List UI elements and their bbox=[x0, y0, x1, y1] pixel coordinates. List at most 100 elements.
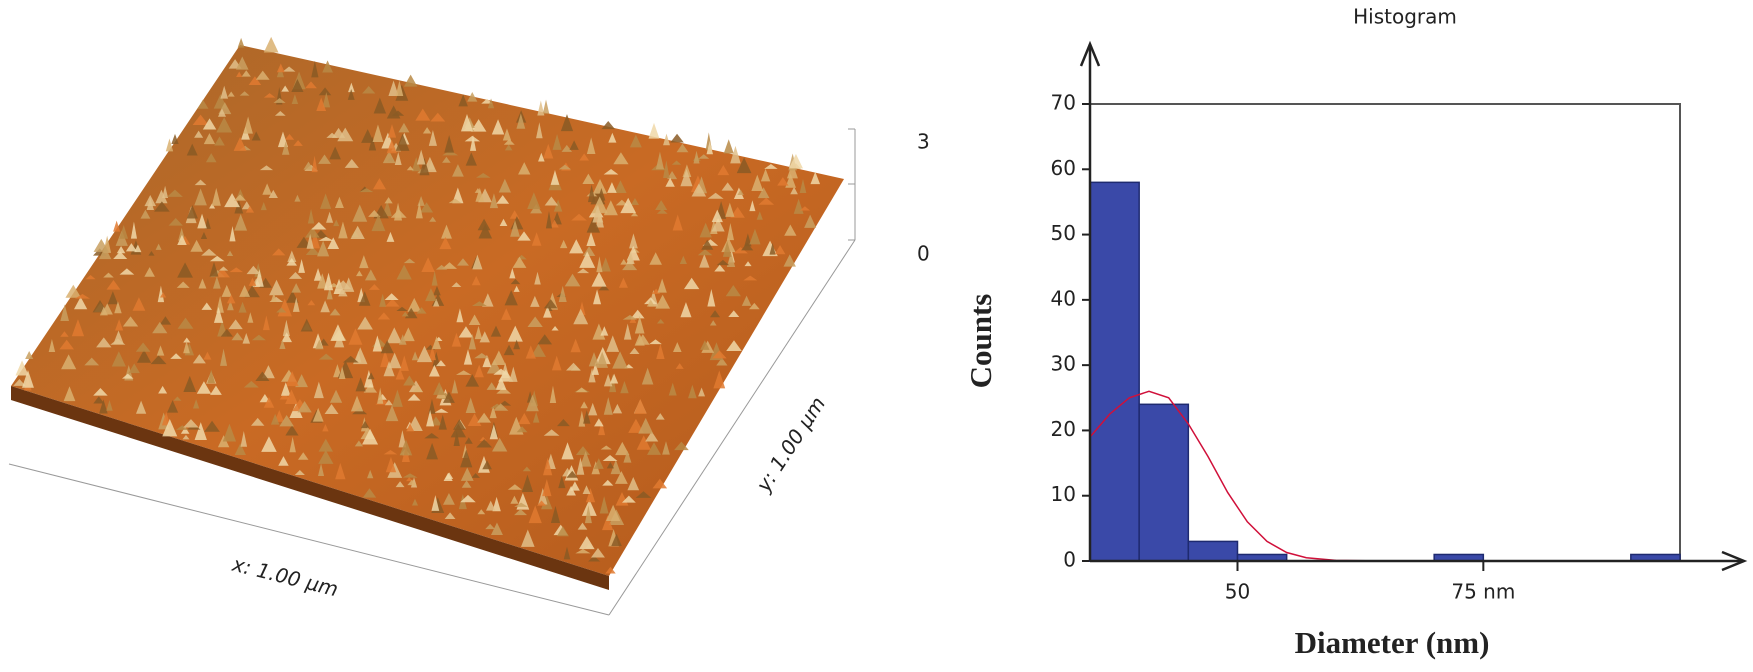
afm-peak bbox=[431, 495, 440, 511]
afm-peak bbox=[203, 351, 212, 360]
afm-peak bbox=[287, 250, 297, 262]
afm-peak bbox=[307, 208, 315, 224]
afm-peak bbox=[263, 36, 279, 53]
afm-peak bbox=[810, 171, 821, 185]
afm-peak bbox=[386, 327, 402, 344]
afm-peak bbox=[93, 396, 105, 404]
afm-peak bbox=[74, 293, 91, 299]
afm-peak bbox=[543, 457, 553, 476]
afm-peak bbox=[576, 457, 585, 475]
afm-peak bbox=[522, 466, 532, 472]
afm-peak bbox=[537, 334, 553, 345]
afm-peak bbox=[260, 202, 267, 211]
afm-peak bbox=[774, 245, 786, 255]
afm-peak bbox=[510, 278, 521, 285]
afm-peak bbox=[403, 258, 416, 264]
afm-peak bbox=[329, 389, 343, 403]
afm-peak bbox=[733, 247, 748, 254]
afm-peak bbox=[460, 494, 476, 503]
afm-peak bbox=[318, 449, 334, 464]
afm-peak bbox=[255, 70, 270, 80]
afm-peak bbox=[442, 156, 451, 163]
afm-peak bbox=[586, 232, 596, 247]
afm-peak bbox=[422, 127, 432, 134]
afm-peak bbox=[338, 221, 348, 239]
afm-peak bbox=[569, 481, 580, 491]
afm-peak bbox=[204, 420, 220, 432]
bar bbox=[1187, 540, 1239, 562]
afm-peak bbox=[350, 395, 364, 412]
afm-peak bbox=[119, 268, 135, 275]
afm-peak bbox=[359, 255, 369, 269]
afm-peak bbox=[700, 340, 710, 350]
afm-peak bbox=[322, 60, 333, 73]
afm-peak bbox=[368, 210, 381, 217]
afm-peak bbox=[477, 509, 486, 515]
afm-peak bbox=[475, 173, 491, 178]
afm-peak bbox=[183, 337, 191, 343]
afm-peak bbox=[623, 450, 632, 463]
afm-peak bbox=[463, 349, 473, 365]
afm-peak bbox=[317, 273, 328, 289]
afm-peak bbox=[476, 439, 493, 448]
afm-peak bbox=[239, 91, 250, 96]
afm-peak bbox=[723, 139, 734, 154]
afm-peak bbox=[262, 365, 275, 379]
afm-peak bbox=[786, 162, 798, 179]
afm-peak bbox=[330, 324, 346, 341]
afm-peak bbox=[804, 214, 817, 228]
afm-peak bbox=[641, 367, 654, 385]
afm-peak bbox=[318, 463, 325, 476]
afm-peak bbox=[517, 231, 531, 241]
afm-peak bbox=[566, 470, 579, 478]
afm-peak bbox=[428, 130, 437, 146]
afm-peak bbox=[674, 441, 689, 451]
afm-peak bbox=[607, 182, 617, 193]
afm-peak bbox=[490, 325, 502, 337]
afm-peak bbox=[276, 63, 285, 73]
afm-peak bbox=[84, 357, 100, 366]
afm-peak bbox=[737, 189, 744, 195]
afm-peak bbox=[368, 136, 377, 151]
afm-peak bbox=[276, 307, 287, 313]
afm-peak bbox=[458, 326, 474, 338]
afm-peak bbox=[360, 420, 370, 429]
afm-peak bbox=[221, 284, 232, 297]
afm-peak bbox=[234, 213, 248, 231]
afm-peak bbox=[182, 434, 190, 440]
afm-peak bbox=[629, 134, 642, 148]
afm-peak bbox=[663, 160, 670, 178]
afm-peak bbox=[707, 192, 724, 199]
afm-peak bbox=[180, 426, 190, 434]
afm-peak bbox=[259, 165, 274, 171]
afm-peak bbox=[355, 377, 366, 392]
x-arrow bbox=[1721, 550, 1748, 572]
afm-peak bbox=[385, 405, 399, 422]
afm-peak bbox=[444, 135, 455, 153]
afm-peak bbox=[421, 257, 435, 272]
afm-peak bbox=[544, 196, 559, 206]
afm-peak bbox=[384, 293, 399, 300]
afm-edge bbox=[11, 386, 609, 590]
afm-peak bbox=[527, 192, 541, 210]
afm-peak bbox=[622, 315, 638, 320]
afm-peak bbox=[646, 299, 655, 307]
afm-peak bbox=[372, 178, 387, 190]
afm-peak bbox=[456, 258, 469, 266]
afm-peak bbox=[311, 221, 327, 230]
afm-peak bbox=[486, 359, 502, 374]
afm-peak bbox=[286, 290, 299, 303]
afm-peak bbox=[749, 200, 756, 212]
afm-peak bbox=[503, 139, 515, 145]
afm-peak bbox=[465, 152, 477, 166]
afm-peak bbox=[722, 241, 732, 257]
afm-peak bbox=[150, 355, 167, 365]
afm-peak bbox=[274, 110, 286, 116]
afm-peak bbox=[322, 92, 331, 108]
afm-peak bbox=[769, 242, 776, 255]
afm-peak bbox=[530, 295, 540, 307]
afm-peak bbox=[214, 268, 230, 278]
afm-peak bbox=[60, 331, 69, 337]
afm-peak bbox=[113, 330, 124, 345]
y-axis-label: Counts bbox=[963, 294, 998, 389]
